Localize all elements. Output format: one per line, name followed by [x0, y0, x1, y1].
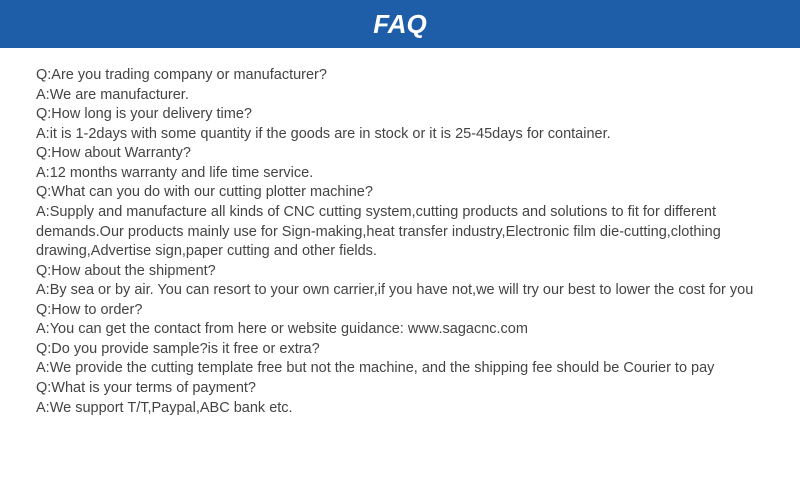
faq-line: A:You can get the contact from here or w…: [36, 320, 764, 340]
faq-line: A:We support T/T,Paypal,ABC bank etc.: [36, 399, 764, 419]
faq-line: Q:What is your terms of payment?: [36, 379, 764, 399]
faq-line: A:Supply and manufacture all kinds of CN…: [36, 203, 764, 262]
faq-line: A:it is 1-2days with some quantity if th…: [36, 125, 764, 145]
faq-line: Q:What can you do with our cutting plott…: [36, 183, 764, 203]
faq-line: A:12 months warranty and life time servi…: [36, 164, 764, 184]
faq-line: A:By sea or by air. You can resort to yo…: [36, 281, 764, 301]
faq-line: Q:Do you provide sample?is it free or ex…: [36, 340, 764, 360]
faq-header: FAQ: [0, 0, 800, 48]
faq-line: A:We are manufacturer.: [36, 86, 764, 106]
faq-line: Q:How to order?: [36, 301, 764, 321]
faq-line: Q:Are you trading company or manufacture…: [36, 66, 764, 86]
faq-content: Q:Are you trading company or manufacture…: [0, 48, 800, 418]
faq-line: Q:How about Warranty?: [36, 144, 764, 164]
faq-line: Q:How about the shipment?: [36, 262, 764, 282]
faq-line: A:We provide the cutting template free b…: [36, 359, 764, 379]
faq-line: Q:How long is your delivery time?: [36, 105, 764, 125]
